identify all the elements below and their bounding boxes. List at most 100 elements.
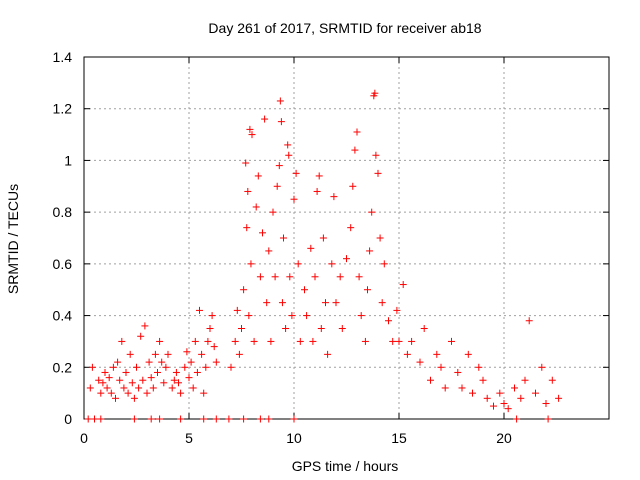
data-point	[408, 337, 416, 345]
grid	[84, 57, 609, 419]
data-point	[168, 384, 176, 392]
data-points	[84, 89, 563, 423]
data-point	[347, 224, 355, 232]
data-point	[280, 234, 287, 242]
data-point	[511, 384, 518, 392]
data-point	[200, 389, 208, 397]
data-point	[151, 350, 159, 358]
data-point	[544, 415, 552, 423]
data-point	[233, 306, 241, 314]
data-point	[256, 273, 264, 281]
data-point	[548, 376, 556, 384]
data-point	[353, 128, 361, 136]
data-point	[496, 389, 504, 397]
data-point	[338, 325, 346, 332]
data-point	[275, 162, 283, 170]
data-point	[282, 325, 290, 332]
data-point	[156, 415, 164, 423]
x-axis-label: GPS time / hours	[292, 458, 399, 474]
y-tick-label: 1.2	[53, 101, 73, 117]
data-point	[247, 260, 255, 268]
data-point	[261, 115, 269, 123]
data-point	[265, 415, 273, 423]
data-point	[149, 384, 157, 392]
data-point	[183, 348, 191, 356]
data-point	[244, 187, 252, 195]
data-point	[542, 399, 550, 407]
data-point	[250, 337, 258, 345]
data-point	[245, 312, 253, 320]
data-point	[105, 374, 113, 382]
axis-ticks: 0 0.2 0.4 0.6 0.8 1 1.2 1.4 0 5 10 15 20	[53, 49, 609, 446]
data-point	[521, 376, 529, 384]
data-point	[309, 337, 317, 345]
data-point	[479, 376, 487, 384]
data-point	[248, 131, 256, 139]
data-point	[139, 376, 147, 384]
data-point	[288, 312, 296, 320]
data-point	[307, 244, 315, 252]
data-point	[322, 299, 329, 307]
data-point	[156, 337, 164, 345]
data-point	[256, 415, 264, 423]
data-point	[555, 394, 563, 402]
data-point	[208, 312, 216, 320]
x-tick-label: 5	[185, 430, 193, 446]
data-point	[181, 363, 189, 371]
data-point	[366, 247, 374, 255]
chart-title: Day 261 of 2017, SRMTID for receiver ab1…	[208, 20, 481, 36]
data-point	[212, 415, 220, 423]
data-point	[124, 389, 132, 397]
data-point	[525, 317, 533, 325]
y-tick-label: 0.4	[53, 308, 73, 324]
data-point	[403, 350, 411, 358]
y-tick-label: 0.2	[53, 359, 73, 375]
data-point	[147, 374, 155, 382]
data-point	[147, 415, 155, 423]
data-point	[269, 208, 277, 216]
data-point	[336, 273, 344, 281]
y-tick-label: 1	[64, 152, 72, 168]
data-point	[290, 415, 298, 423]
data-point	[86, 384, 94, 392]
data-point	[154, 368, 161, 376]
data-point	[122, 368, 130, 376]
data-point	[97, 389, 105, 397]
data-point	[483, 394, 491, 402]
data-point	[99, 379, 107, 387]
data-point	[416, 358, 424, 366]
data-point	[107, 389, 115, 397]
data-point	[286, 273, 294, 281]
data-point	[227, 363, 235, 371]
data-point	[164, 350, 172, 358]
data-point	[324, 350, 332, 358]
data-point	[202, 363, 210, 371]
data-point	[513, 415, 521, 423]
data-point	[126, 350, 134, 358]
data-point	[160, 379, 168, 387]
data-point	[235, 350, 243, 358]
data-point	[454, 368, 462, 376]
data-point	[210, 343, 218, 351]
data-point	[330, 193, 338, 201]
plot-frame	[83, 56, 610, 420]
data-point	[172, 368, 180, 376]
data-point	[133, 363, 140, 371]
x-tick-label: 0	[80, 430, 88, 446]
data-point	[361, 337, 369, 345]
data-point	[364, 286, 371, 294]
data-point	[380, 260, 388, 268]
data-point	[231, 337, 239, 345]
y-tick-label: 0.8	[53, 204, 73, 220]
data-point	[343, 255, 350, 263]
data-point	[137, 332, 145, 340]
data-point	[328, 260, 336, 268]
data-point	[296, 337, 304, 345]
data-point	[243, 224, 251, 232]
data-point	[187, 358, 195, 366]
data-point	[265, 247, 273, 255]
data-point	[198, 350, 206, 358]
data-point	[130, 394, 138, 402]
data-point	[475, 363, 483, 371]
